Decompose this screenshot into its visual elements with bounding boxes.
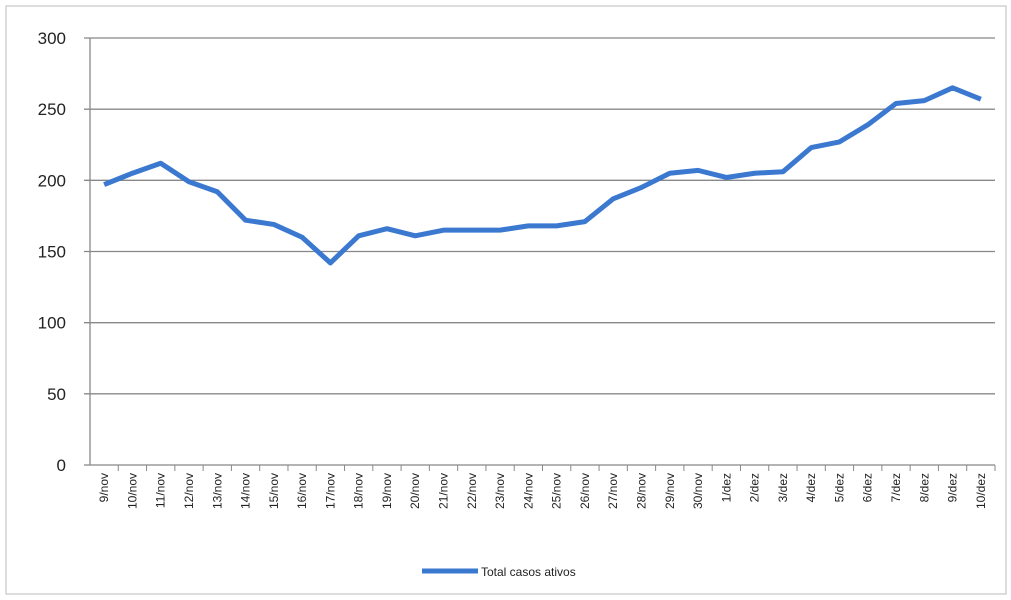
x-tick-label: 27/nov: [606, 473, 620, 509]
x-tick-label: 23/nov: [493, 473, 507, 509]
x-tick-label: 4/dez: [804, 473, 818, 502]
x-tick-label: 3/dez: [776, 473, 790, 502]
x-tick-label: 6/dez: [861, 473, 875, 502]
x-tick-label: 11/nov: [154, 473, 168, 508]
y-tick-label: 0: [57, 456, 66, 475]
x-tick-label: 2/dez: [748, 473, 762, 502]
x-tick-label: 24/nov: [521, 473, 535, 509]
x-tick-label: 29/nov: [663, 473, 677, 509]
y-tick-label: 50: [47, 385, 66, 404]
legend-label: Total casos ativos: [481, 565, 576, 579]
x-tick-label: 9/nov: [97, 473, 111, 502]
x-tick-label: 12/nov: [182, 473, 196, 509]
x-tick-label: 14/nov: [239, 473, 253, 509]
y-tick-label: 300: [38, 29, 66, 48]
data-line: [103, 85, 982, 266]
x-tick-label: 10/dez: [974, 473, 988, 509]
y-tick-label: 200: [38, 171, 66, 190]
chart-frame: [5, 5, 1007, 595]
x-tick-label: 10/nov: [125, 473, 139, 509]
y-tick-label: 250: [38, 100, 66, 119]
x-tick-label: 17/nov: [323, 473, 337, 509]
x-tick-label: 25/nov: [550, 473, 564, 509]
x-tick-label: 30/nov: [691, 473, 705, 509]
x-tick-label: 1/dez: [719, 473, 733, 502]
y-tick-label: 150: [38, 243, 66, 262]
x-tick-label: 15/nov: [267, 473, 281, 509]
x-tick-label: 20/nov: [408, 473, 422, 509]
x-tick-label: 5/dez: [832, 473, 846, 502]
x-tick-label: 21/nov: [437, 473, 451, 509]
x-tick-label: 28/nov: [634, 473, 648, 509]
x-tick-label: 22/nov: [465, 473, 479, 509]
x-tick-label: 8/dez: [917, 473, 931, 502]
x-tick-label: 18/nov: [352, 473, 366, 509]
x-tick-label: 26/nov: [578, 473, 592, 509]
x-tick-label: 19/nov: [380, 473, 394, 509]
x-tick-label: 7/dez: [889, 473, 903, 502]
x-tick-label: 9/dez: [946, 473, 960, 502]
y-tick-label: 100: [38, 314, 66, 333]
x-tick-label: 16/nov: [295, 473, 309, 509]
x-tick-label: 13/nov: [210, 473, 224, 509]
